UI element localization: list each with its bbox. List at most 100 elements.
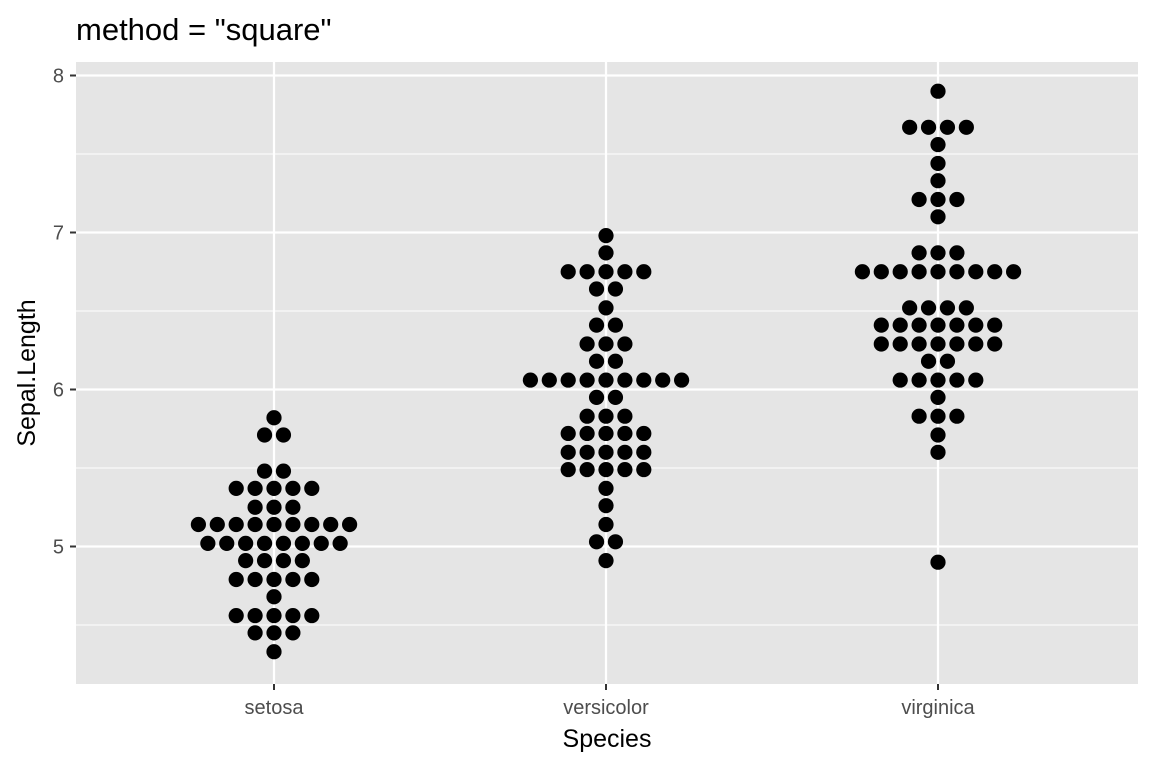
dot	[968, 336, 984, 352]
dot	[266, 480, 282, 497]
dot	[911, 317, 927, 333]
dot	[588, 389, 605, 405]
dot	[617, 408, 633, 424]
dot	[949, 336, 965, 352]
dot	[617, 461, 633, 478]
dot	[247, 625, 263, 641]
dot	[228, 571, 244, 588]
dot	[266, 516, 282, 533]
dot	[228, 516, 244, 533]
dot	[949, 317, 965, 333]
dot	[949, 245, 965, 261]
dot	[636, 461, 652, 478]
dot	[987, 317, 1003, 333]
dot	[902, 119, 918, 135]
dot	[579, 444, 595, 460]
dot	[607, 317, 624, 333]
dot	[598, 264, 614, 280]
dot	[939, 300, 956, 316]
dot	[342, 516, 358, 533]
dot	[949, 408, 965, 424]
dot	[930, 427, 946, 443]
dot	[636, 444, 652, 460]
dot	[304, 480, 320, 497]
dot	[579, 372, 595, 388]
dot	[190, 516, 206, 533]
dot	[987, 264, 1003, 280]
dot	[911, 336, 927, 352]
dot	[930, 264, 946, 280]
dot	[968, 372, 984, 388]
dot	[285, 607, 301, 624]
chart-title: method = "square"	[76, 12, 332, 47]
dot	[930, 389, 946, 405]
dot	[560, 461, 576, 478]
dot	[304, 516, 320, 533]
dot	[617, 425, 633, 442]
dot	[285, 516, 301, 533]
dot	[930, 83, 946, 99]
dot	[247, 499, 263, 515]
dot	[560, 372, 576, 388]
dot	[873, 336, 889, 352]
dot	[266, 644, 282, 660]
x-tick-label: setosa	[245, 697, 305, 719]
dot	[228, 607, 244, 624]
dot	[256, 463, 273, 479]
dot	[266, 607, 282, 624]
dot	[332, 535, 348, 551]
dot	[911, 408, 927, 424]
dot	[598, 336, 614, 352]
dot	[598, 444, 614, 460]
dot	[228, 480, 244, 497]
dot	[958, 119, 974, 135]
dot	[219, 535, 235, 551]
dot	[930, 554, 946, 570]
dot	[930, 173, 946, 189]
dot	[598, 372, 614, 388]
dot	[275, 427, 292, 443]
dot	[968, 264, 984, 280]
dot	[987, 336, 1003, 352]
dot	[579, 425, 595, 442]
dot	[209, 516, 225, 533]
dot	[930, 317, 946, 333]
dot	[285, 480, 301, 497]
dot	[598, 498, 614, 514]
dot	[238, 535, 254, 551]
dot	[655, 372, 671, 388]
y-axis: 5 6 7 8	[53, 66, 76, 559]
dot	[598, 516, 614, 533]
dot	[911, 245, 927, 261]
dot	[854, 264, 871, 280]
dot	[911, 191, 927, 208]
dot	[256, 427, 273, 443]
dot	[323, 516, 339, 533]
dot	[920, 300, 937, 316]
x-axis: setosa versicolor virginica	[245, 684, 976, 719]
dot	[522, 372, 539, 388]
x-tick-label: versicolor	[563, 697, 649, 719]
dot	[617, 336, 633, 352]
dot	[238, 553, 254, 569]
x-axis-title: Species	[563, 725, 652, 753]
dot	[930, 155, 946, 172]
dot	[636, 264, 652, 280]
dot	[275, 553, 292, 569]
dot	[930, 336, 946, 352]
dot	[266, 571, 282, 588]
dot-layer	[190, 83, 1022, 660]
dot	[598, 300, 614, 316]
dot	[930, 444, 946, 460]
dot	[598, 245, 614, 261]
dot	[873, 317, 889, 333]
dot	[892, 372, 908, 388]
dot	[304, 571, 320, 588]
dot	[911, 264, 927, 280]
dot	[247, 607, 263, 624]
dot	[588, 353, 605, 369]
dot	[949, 372, 965, 388]
dot	[1006, 264, 1022, 280]
y-tick-label: 8	[53, 66, 64, 88]
